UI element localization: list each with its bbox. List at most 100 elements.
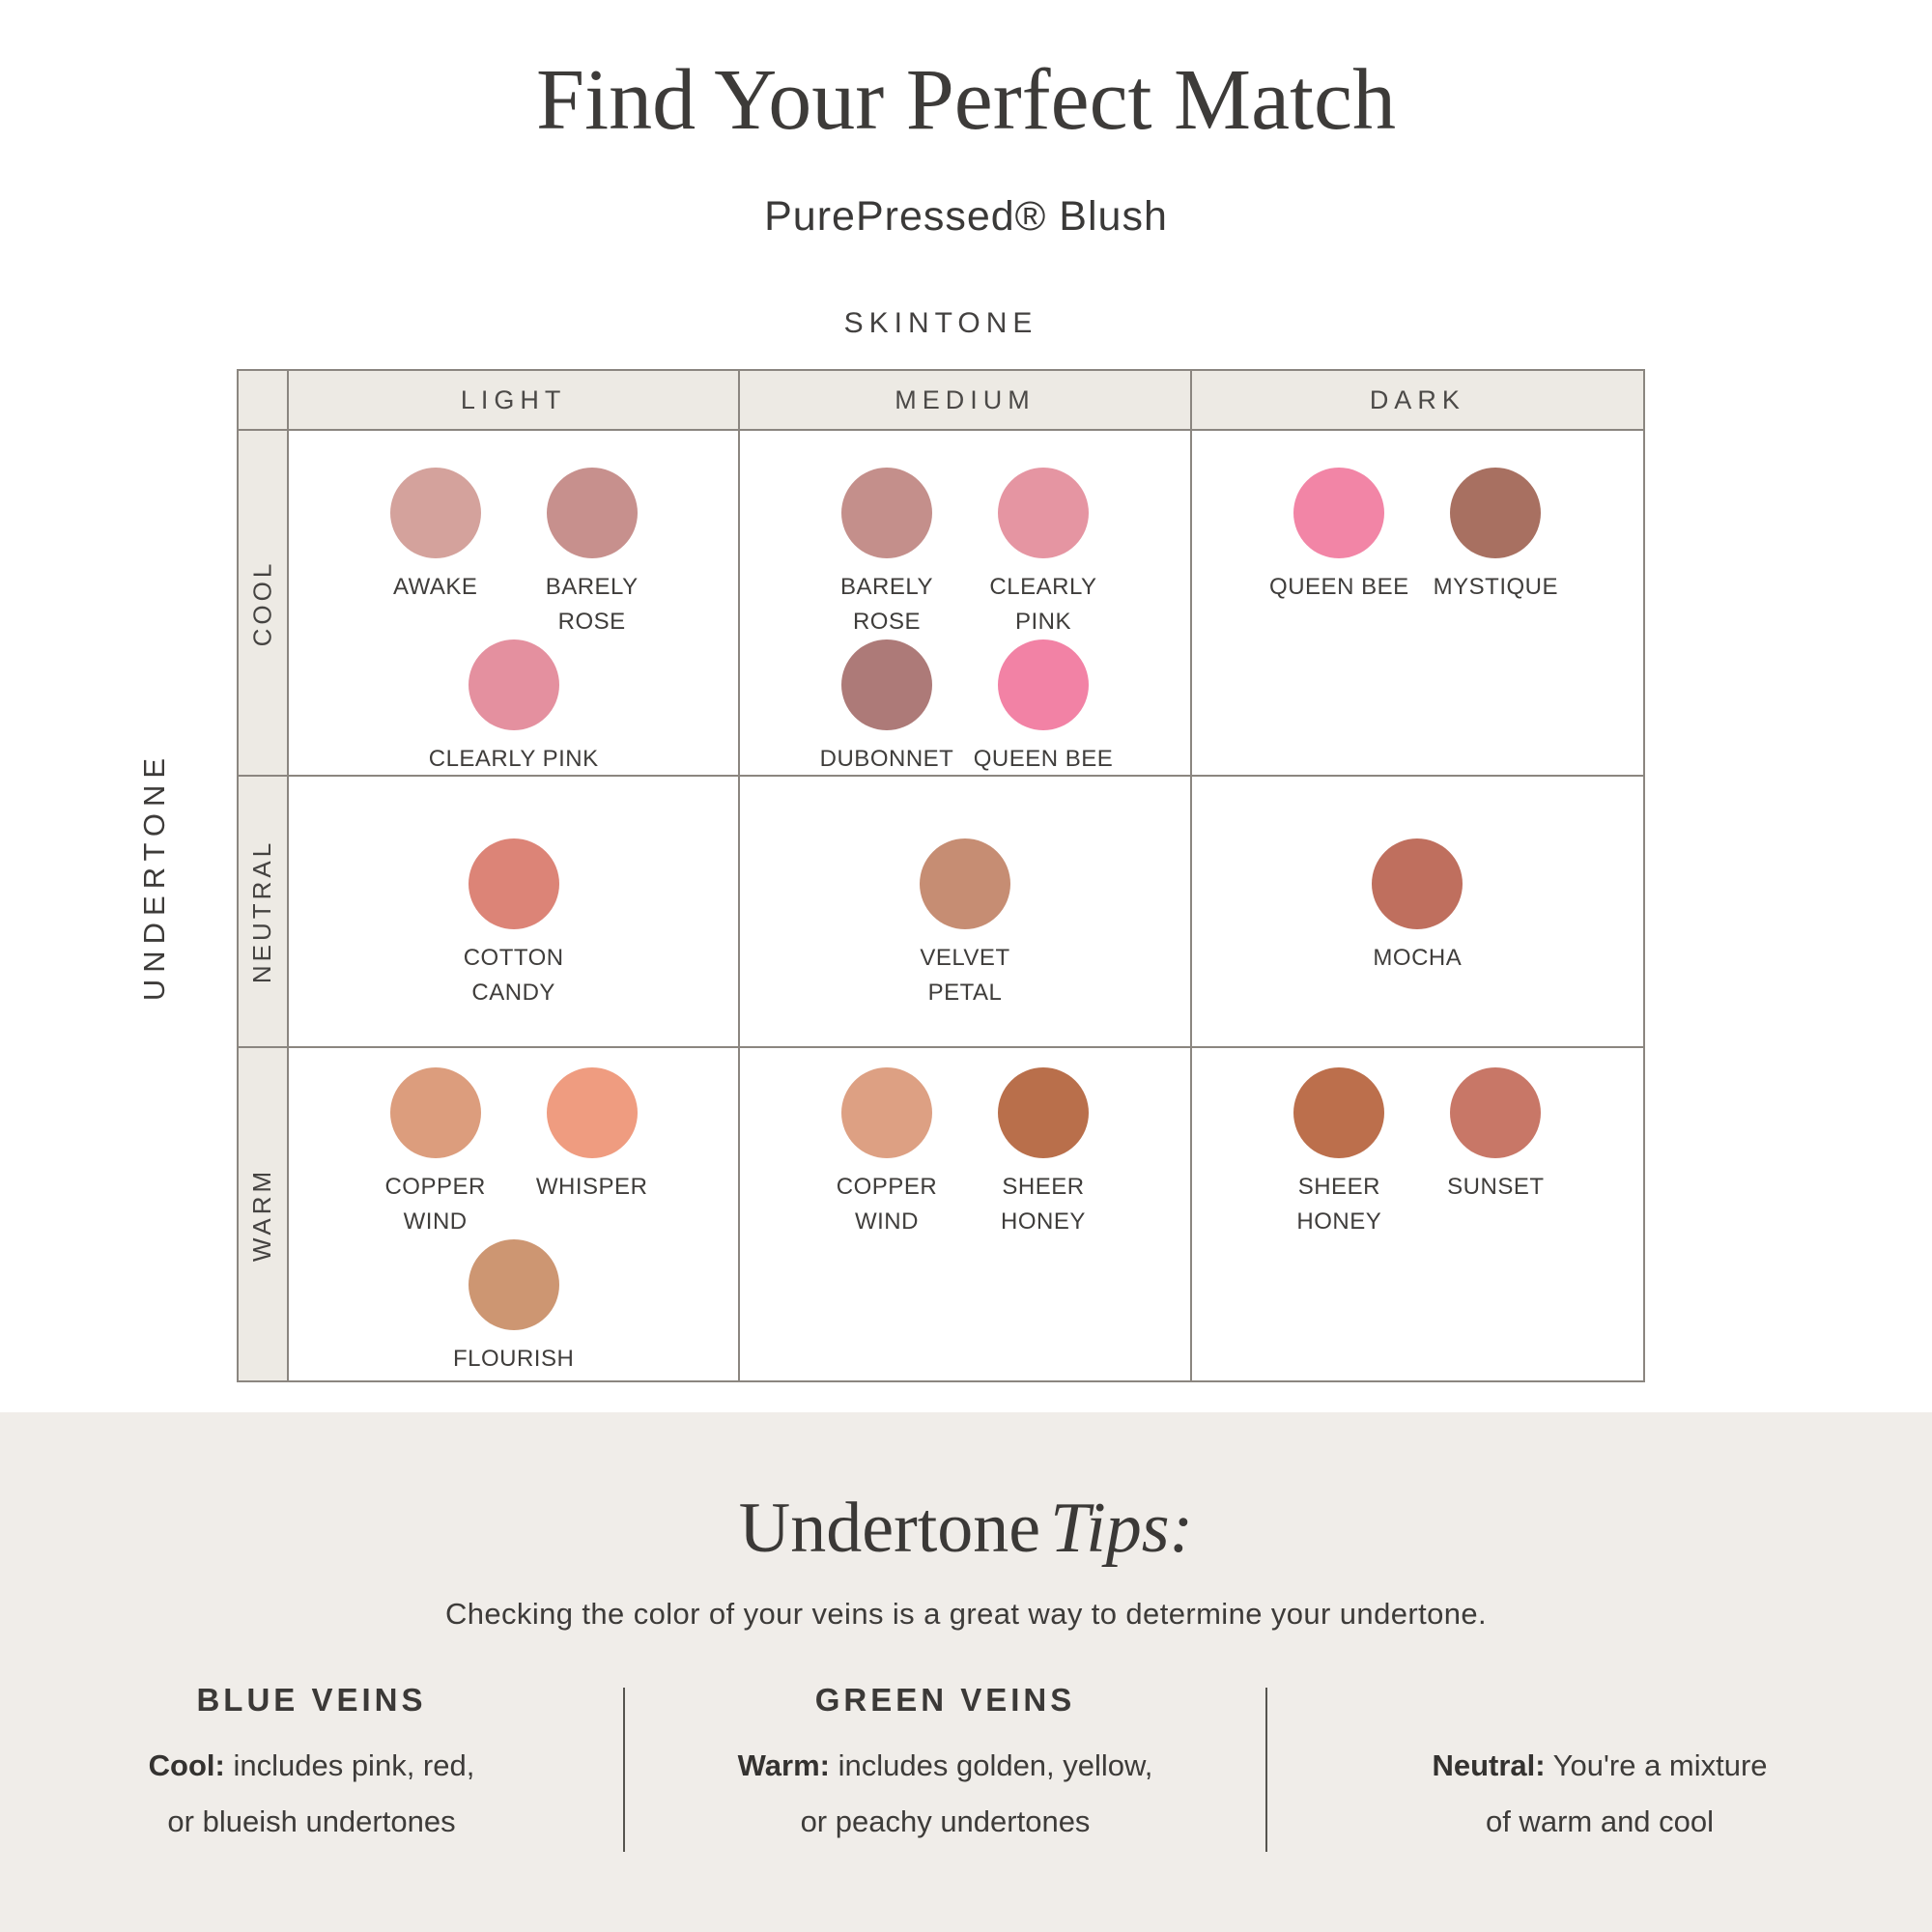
swatch-row: DUBONNET QUEEN BEE [809,639,1122,777]
swatch-row: QUEEN BEE MYSTIQUE [1261,468,1574,605]
velvet-petal-swatch: VELVET PETAL [887,838,1043,1010]
tips-heading-main: Undertone [738,1489,1041,1568]
sheer-honey-swatch: SHEER HONEY [1261,1067,1417,1239]
barely-rose-swatch-circle [546,468,638,558]
sunset-swatch-label: SUNSET [1447,1174,1545,1200]
cell-neutral-dark: MOCHA [1191,777,1643,1048]
column-header-medium: MEDIUM [740,371,1192,431]
cotton-candy-swatch: COTTON CANDY [436,838,592,1010]
swatch-row: SHEER HONEY SUNSET [1261,1067,1574,1239]
sunset-swatch-circle [1450,1067,1542,1158]
undertone-axis-label: UNDERTONE [116,369,193,1382]
swatch-row: BARELY ROSE CLEARLY PINK [809,468,1122,639]
warm-lead: Warm: [737,1748,830,1782]
blue-veins-heading: BLUE VEINS [196,1682,427,1718]
skintone-axis-label: SKINTONE [843,307,1038,339]
cell-neutral-medium: VELVET PETAL [740,777,1192,1048]
barely-rose-swatch-circle [840,468,932,558]
cool-lead: Cool: [148,1748,225,1782]
swatch-row: COPPER WIND SHEER HONEY [809,1067,1122,1239]
row-header-cool: COOL [239,431,289,777]
whisper-swatch-circle [546,1067,638,1158]
clearly-pink-swatch-label: CLEARLY PINK [989,574,1097,635]
cell-warm-medium: COPPER WIND SHEER HONEY [740,1048,1192,1380]
tips-columns: BLUE VEINS Cool: includes pink, red, or … [0,1682,1932,1852]
clearly-pink-swatch: CLEARLY PINK [429,639,598,777]
tips-column-blue-veins: BLUE VEINS Cool: includes pink, red, or … [0,1682,623,1852]
swatch-row: FLOURISH [436,1239,592,1377]
cell-warm-dark: SHEER HONEY SUNSET [1191,1048,1643,1380]
neutral-heading [1267,1682,1932,1722]
cell-cool-medium: BARELY ROSE CLEARLY PINK DUBONNET QUEEN BEE [740,431,1192,777]
copper-wind-swatch-circle [389,1067,481,1158]
tips-column-green-veins: GREEN VEINS Warm: includes golden, yello… [625,1682,1265,1852]
shade-match-matrix: LIGHT MEDIUM DARK COOL AWAKE BARELY ROSE C… [237,369,1645,1382]
mystique-swatch: MYSTIQUE [1417,468,1574,605]
velvet-petal-swatch-label: VELVET PETAL [920,945,1010,1006]
undertone-axis-text: UNDERTONE [137,751,171,1001]
barely-rose-swatch-label: BARELY ROSE [840,574,933,635]
cell-neutral-light: COTTON CANDY [289,777,741,1048]
dubonnet-swatch-circle [840,639,932,730]
swatch-row: CLEARLY PINK [429,639,598,777]
mocha-swatch: MOCHA [1339,838,1495,976]
tips-divider-1 [623,1688,625,1852]
sheer-honey-swatch-circle [997,1067,1089,1158]
barely-rose-swatch-label: BARELY ROSE [545,574,639,635]
page-title: Find Your Perfect Match [536,52,1396,148]
swatch-row: MOCHA [1339,838,1495,976]
row-header-neutral: NEUTRAL [239,777,289,1048]
dubonnet-swatch-label: DUBONNET [819,746,954,772]
swatch-row: AWAKE BARELY ROSE [357,468,670,639]
cell-warm-light: COPPER WIND WHISPER FLOURISH [289,1048,741,1380]
tips-column-neutral: Neutral: You're a mixture of warm and co… [1267,1682,1932,1852]
row-header-warm: WARM [239,1048,289,1380]
mystique-swatch-label: MYSTIQUE [1433,574,1558,600]
velvet-petal-swatch-circle [919,838,1010,929]
clearly-pink-swatch: CLEARLY PINK [965,468,1122,639]
swatch-row: VELVET PETAL [887,838,1043,1010]
swatch-row: COTTON CANDY [436,838,592,1010]
sheer-honey-swatch-label: SHEER HONEY [1001,1174,1086,1235]
whisper-swatch-label: WHISPER [535,1174,648,1200]
queen-bee-swatch-label: QUEEN BEE [973,746,1114,772]
awake-swatch-circle [389,468,481,558]
tips-divider-2 [1265,1688,1267,1852]
flourish-swatch-circle [468,1239,559,1330]
copper-wind-swatch-label: COPPER WIND [836,1174,938,1235]
queen-bee-swatch: QUEEN BEE [965,639,1122,777]
column-header-dark: DARK [1191,371,1643,431]
tips-heading: Undertone Tips: [0,1488,1932,1570]
queen-bee-swatch: QUEEN BEE [1261,468,1417,605]
whisper-swatch: WHISPER [514,1067,670,1239]
undertone-tips-section: Undertone Tips: Checking the color of you… [0,1412,1932,1932]
barely-rose-swatch: BARELY ROSE [514,468,670,639]
cool-text: includes pink, red, or blueish undertone… [167,1748,475,1838]
cell-cool-light: AWAKE BARELY ROSE CLEARLY PINK [289,431,741,777]
neutral-lead: Neutral: [1432,1748,1546,1782]
sunset-swatch: SUNSET [1417,1067,1574,1239]
mocha-swatch-label: MOCHA [1373,945,1463,971]
queen-bee-swatch-circle [997,639,1089,730]
awake-swatch-label: AWAKE [392,574,478,600]
matrix-corner-cell [239,371,289,431]
warm-text: includes golden, yellow, or peachy under… [800,1748,1153,1838]
tips-description: Checking the color of your veins is a gr… [444,1597,1488,1631]
cell-cool-dark: QUEEN BEE MYSTIQUE [1191,431,1643,777]
copper-wind-swatch: COPPER WIND [357,1067,514,1239]
copper-wind-swatch-circle [840,1067,932,1158]
blue-veins-text: Cool: includes pink, red, or blueish und… [0,1738,623,1850]
barely-rose-swatch: BARELY ROSE [809,468,965,639]
page-subtitle: PurePressed® Blush [764,193,1168,240]
dubonnet-swatch: DUBONNET [809,639,965,777]
flourish-swatch: FLOURISH [436,1239,592,1377]
swatch-row: COPPER WIND WHISPER [357,1067,670,1239]
clearly-pink-swatch-circle [997,468,1089,558]
queen-bee-swatch-circle [1293,468,1385,558]
cotton-candy-swatch-circle [468,838,559,929]
sheer-honey-swatch-label: SHEER HONEY [1296,1174,1382,1235]
queen-bee-swatch-label: QUEEN BEE [1269,574,1409,600]
sheer-honey-swatch-circle [1293,1067,1385,1158]
mystique-swatch-circle [1450,468,1542,558]
row-header-neutral-text: NEUTRAL [247,838,277,984]
